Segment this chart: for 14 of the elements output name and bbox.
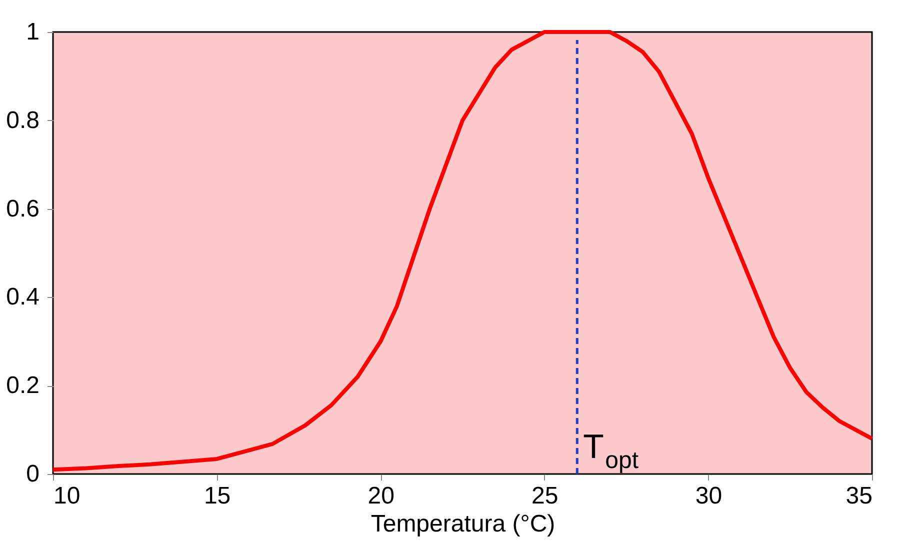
y-tick-label: 0.8 xyxy=(6,106,40,134)
x-tick-label: 10 xyxy=(54,482,80,510)
y-tick-label: 0.2 xyxy=(6,372,40,400)
x-tick-label: 30 xyxy=(695,482,722,510)
y-tick-label: 0.6 xyxy=(6,195,40,222)
x-tick-label: 20 xyxy=(368,482,394,510)
x-tick-label: 35 xyxy=(846,482,872,510)
x-tick-label: 15 xyxy=(204,482,231,510)
line-series xyxy=(51,30,874,472)
y-tick-label: 0.4 xyxy=(6,284,40,311)
y-tick-label: 1 xyxy=(26,18,40,46)
y-tick-label: 0 xyxy=(26,460,40,488)
x-axis-title: Temperatura (°C) xyxy=(370,510,556,538)
x-tick-label: 25 xyxy=(532,482,558,510)
